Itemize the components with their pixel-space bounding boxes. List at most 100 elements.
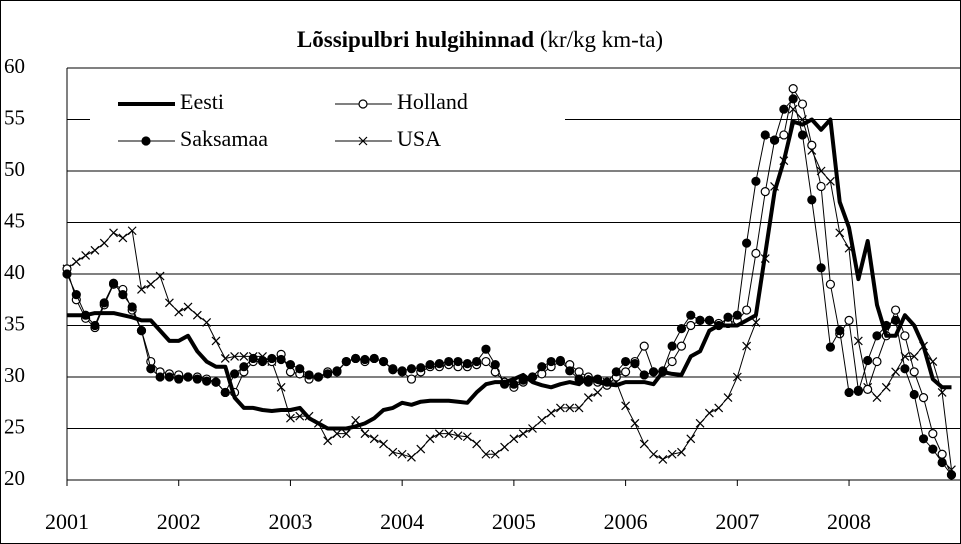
point <box>918 434 929 444</box>
point <box>742 341 752 351</box>
point <box>890 305 901 315</box>
point <box>472 356 482 367</box>
point <box>797 130 808 140</box>
point <box>481 344 491 354</box>
point <box>332 366 342 376</box>
point <box>444 356 454 367</box>
point <box>164 298 174 308</box>
point <box>416 363 426 373</box>
point <box>620 367 631 377</box>
point <box>769 135 780 145</box>
point <box>360 429 370 439</box>
x-tick-label: 2005 <box>492 509 536 534</box>
point <box>686 434 696 444</box>
point <box>192 374 202 384</box>
point <box>565 403 575 413</box>
point <box>667 449 677 459</box>
point <box>509 434 519 444</box>
point <box>695 315 705 325</box>
point <box>220 354 230 363</box>
subtitle: (kr/kg km-ta) <box>540 27 663 52</box>
x-tick-label: 2006 <box>604 509 648 534</box>
y-tick-label: 45 <box>4 208 25 232</box>
point <box>434 359 444 369</box>
point <box>220 387 230 398</box>
point <box>332 429 342 439</box>
point <box>397 449 407 459</box>
point <box>276 382 286 392</box>
point <box>462 432 472 442</box>
point <box>537 362 547 372</box>
point <box>788 94 798 104</box>
point <box>202 317 212 327</box>
point <box>71 257 81 267</box>
point <box>406 364 417 374</box>
point <box>174 307 184 317</box>
point <box>620 356 631 367</box>
point <box>723 312 733 322</box>
x-tick-label: 2003 <box>268 509 312 534</box>
point <box>909 351 919 361</box>
point <box>751 176 761 186</box>
y-tick-label: 40 <box>4 260 25 284</box>
point <box>900 364 910 374</box>
point <box>574 403 584 413</box>
point <box>937 388 947 397</box>
chart-title: Lõssipulbri hulgihinnad (kr/kg km-ta) <box>297 27 663 52</box>
point <box>704 408 714 418</box>
point <box>630 359 640 369</box>
point <box>71 290 81 300</box>
point <box>686 320 696 331</box>
point <box>528 424 537 433</box>
point <box>844 387 854 398</box>
point <box>621 401 631 411</box>
point <box>863 384 873 394</box>
point <box>937 457 947 468</box>
point <box>276 354 286 365</box>
point <box>928 444 938 454</box>
point <box>909 389 919 400</box>
point <box>379 439 388 449</box>
point <box>751 248 761 258</box>
point <box>639 341 649 351</box>
x-tick-label: 2004 <box>380 509 424 534</box>
point <box>453 431 463 441</box>
point <box>90 245 100 255</box>
point <box>835 326 845 336</box>
point <box>555 355 566 366</box>
y-tick-label: 50 <box>4 157 25 181</box>
point <box>825 176 835 186</box>
point <box>127 226 137 236</box>
point <box>397 366 407 376</box>
title: Lõssipulbri hulgihinnad <box>297 27 534 52</box>
point <box>388 365 398 375</box>
x-tick-label: 2007 <box>715 509 759 534</box>
legend: Eesti Holland Saksamaa USA <box>90 84 565 160</box>
point <box>425 434 435 444</box>
point <box>649 449 658 459</box>
point <box>257 355 268 366</box>
y-tick-label: 55 <box>4 105 25 129</box>
point <box>565 366 575 376</box>
point <box>267 353 277 364</box>
point <box>937 449 947 459</box>
point <box>723 393 733 403</box>
legend-label: Saksamaa <box>180 126 268 151</box>
point <box>99 238 109 248</box>
y-tick-label: 25 <box>4 414 25 438</box>
legend-label: Holland <box>397 89 468 114</box>
point <box>127 302 137 312</box>
point <box>742 238 752 248</box>
point <box>760 130 770 140</box>
point <box>546 356 556 367</box>
point <box>444 429 454 439</box>
point <box>779 104 789 114</box>
point <box>881 382 891 392</box>
legend-label: Eesti <box>180 89 224 114</box>
point <box>872 393 882 403</box>
point <box>304 370 314 380</box>
point <box>909 367 919 377</box>
point <box>239 351 249 361</box>
point <box>760 187 770 197</box>
